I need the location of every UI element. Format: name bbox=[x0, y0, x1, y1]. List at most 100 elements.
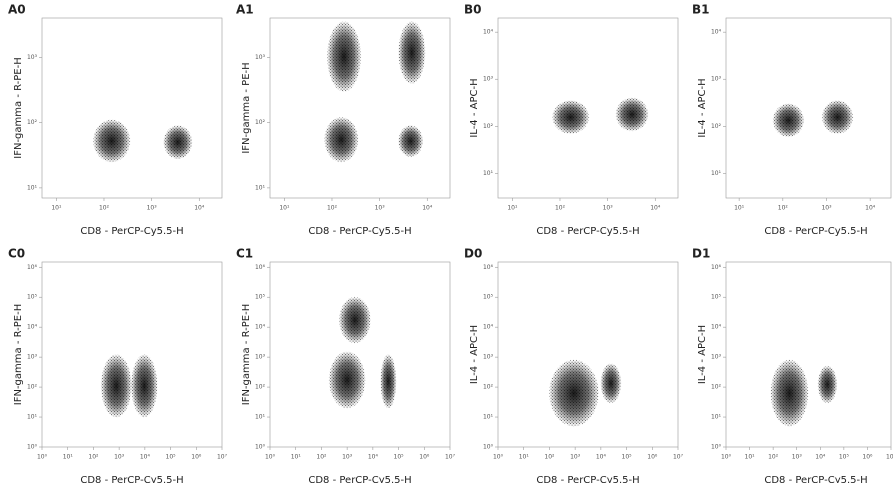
plot-frame bbox=[725, 17, 892, 199]
y-tick-label: 10⁵ bbox=[255, 294, 266, 301]
x-tick-label: 10¹ bbox=[734, 205, 745, 212]
x-tick-label: 10² bbox=[316, 454, 327, 461]
panel: A1 CD8 - PerCP-Cy5.5-H IFN-gamma - PE-H 10¹… bbox=[236, 3, 451, 237]
y-axis-label: IFN-gamma - R-PE-H bbox=[13, 304, 24, 405]
x-tick-label: 10⁴ bbox=[650, 205, 661, 212]
y-tick-label: 10⁴ bbox=[711, 324, 722, 331]
x-axis-label: CD8 - PerCP-Cy5.5-H bbox=[764, 475, 867, 483]
x-tick-label: 10³ bbox=[570, 454, 581, 461]
panel-title: B0 bbox=[464, 3, 482, 17]
cell-population-dots bbox=[328, 351, 366, 409]
y-tick-label: 10³ bbox=[711, 76, 722, 83]
x-axis-label: CD8 - PerCP-Cy5.5-H bbox=[536, 475, 639, 483]
cell-population-dots bbox=[338, 296, 371, 344]
y-tick-label: 10⁴ bbox=[27, 324, 38, 331]
y-tick-label: 10³ bbox=[483, 354, 494, 361]
y-tick-label: 10⁵ bbox=[27, 294, 38, 301]
y-axis-label: IFN-gamma - PE-H bbox=[241, 62, 252, 153]
y-tick-label: 10¹ bbox=[711, 414, 722, 421]
y-tick-label: 10⁶ bbox=[255, 264, 266, 271]
x-tick-label: 10³ bbox=[342, 454, 353, 461]
panel: B0 CD8 - PerCP-Cy5.5-H IL-4 - APC-H 10¹ 10² 1… bbox=[464, 3, 679, 237]
x-tick-label: 10⁷ bbox=[886, 454, 893, 461]
panel-title: B1 bbox=[692, 3, 710, 17]
x-axis-label: CD8 - PerCP-Cy5.5-H bbox=[536, 226, 639, 237]
cell-population-dots bbox=[163, 125, 193, 160]
panel-title: A1 bbox=[236, 3, 254, 17]
x-tick-label: 10⁶ bbox=[419, 454, 430, 461]
x-tick-label: 10⁰ bbox=[37, 454, 48, 461]
y-tick-label: 10⁴ bbox=[483, 29, 494, 36]
x-tick-label: 10⁶ bbox=[647, 454, 658, 461]
cell-population-dots bbox=[326, 21, 362, 92]
x-tick-label: 10⁰ bbox=[493, 454, 504, 461]
plot-frame bbox=[725, 261, 892, 448]
cell-population-dots bbox=[92, 119, 131, 163]
x-tick-label: 10² bbox=[327, 205, 338, 212]
y-tick-label: 10² bbox=[255, 384, 266, 391]
cell-population-dots bbox=[100, 354, 132, 418]
y-tick-label: 10¹ bbox=[711, 170, 722, 177]
y-tick-label: 10² bbox=[27, 119, 38, 126]
x-tick-label: 10³ bbox=[147, 205, 158, 212]
x-tick-label: 10⁴ bbox=[596, 454, 607, 461]
cell-population-dots bbox=[821, 100, 854, 135]
x-tick-label: 10⁶ bbox=[862, 454, 873, 461]
x-tick-label: 10⁰ bbox=[265, 454, 276, 461]
y-tick-label: 10³ bbox=[483, 76, 494, 83]
x-tick-label: 10³ bbox=[114, 454, 125, 461]
x-tick-label: 10¹ bbox=[63, 454, 74, 461]
x-tick-label: 10⁴ bbox=[368, 454, 379, 461]
x-tick-label: 10² bbox=[88, 454, 99, 461]
plot-frame bbox=[41, 17, 223, 199]
y-tick-label: 10¹ bbox=[255, 414, 266, 421]
x-tick-label: 10³ bbox=[792, 454, 803, 461]
cell-population-dots bbox=[380, 354, 397, 409]
plot-frame bbox=[497, 17, 679, 199]
y-tick-label: 10⁰ bbox=[711, 444, 722, 451]
y-tick-label: 10⁴ bbox=[711, 29, 722, 36]
x-axis-label: CD8 - PerCP-Cy5.5-H bbox=[80, 226, 183, 237]
y-tick-label: 10¹ bbox=[27, 184, 38, 191]
x-tick-label: 10⁷ bbox=[673, 454, 684, 461]
plot-frame bbox=[41, 261, 223, 448]
y-tick-label: 10² bbox=[711, 384, 722, 391]
x-tick-label: 10¹ bbox=[507, 205, 518, 212]
y-tick-label: 10² bbox=[27, 384, 38, 391]
cell-population-dots bbox=[770, 359, 809, 427]
x-axis-label: CD8 - PerCP-Cy5.5-H bbox=[308, 226, 411, 237]
y-tick-label: 10² bbox=[483, 123, 494, 130]
x-tick-label: 10¹ bbox=[745, 454, 756, 461]
y-tick-label: 10¹ bbox=[483, 414, 494, 421]
x-tick-label: 10⁵ bbox=[394, 454, 405, 461]
x-tick-label: 10⁴ bbox=[815, 454, 826, 461]
cell-population-dots bbox=[324, 116, 359, 163]
x-tick-label: 10¹ bbox=[51, 205, 62, 212]
cell-population-dots bbox=[817, 365, 838, 404]
panel: D1 CD8 - PerCP-Cy5.5-H IL-4 - APC-H 10⁰ 10¹ 1… bbox=[692, 247, 893, 483]
panel-title: C0 bbox=[8, 247, 25, 261]
x-tick-label: 10⁵ bbox=[839, 454, 850, 461]
y-tick-label: 10³ bbox=[255, 54, 266, 61]
cell-population-dots bbox=[552, 100, 590, 135]
x-tick-label: 10² bbox=[768, 454, 779, 461]
y-tick-label: 10⁰ bbox=[483, 444, 494, 451]
x-axis-label: CD8 - PerCP-Cy5.5-H bbox=[308, 475, 411, 483]
cell-population-dots bbox=[398, 125, 424, 158]
x-tick-label: 10² bbox=[99, 205, 110, 212]
y-tick-label: 10⁵ bbox=[483, 294, 494, 301]
x-tick-label: 10³ bbox=[375, 205, 386, 212]
y-tick-label: 10⁴ bbox=[255, 324, 266, 331]
y-axis-label: IL-4 - APC-H bbox=[697, 325, 708, 384]
x-axis-label: CD8 - PerCP-Cy5.5-H bbox=[80, 475, 183, 483]
x-tick-label: 10³ bbox=[603, 205, 614, 212]
x-tick-label: 10⁵ bbox=[166, 454, 177, 461]
y-tick-label: 10⁶ bbox=[711, 264, 722, 271]
y-tick-label: 10³ bbox=[27, 354, 38, 361]
x-tick-label: 10⁰ bbox=[721, 454, 732, 461]
cell-population-dots bbox=[615, 97, 649, 132]
panel-title: A0 bbox=[8, 3, 26, 17]
